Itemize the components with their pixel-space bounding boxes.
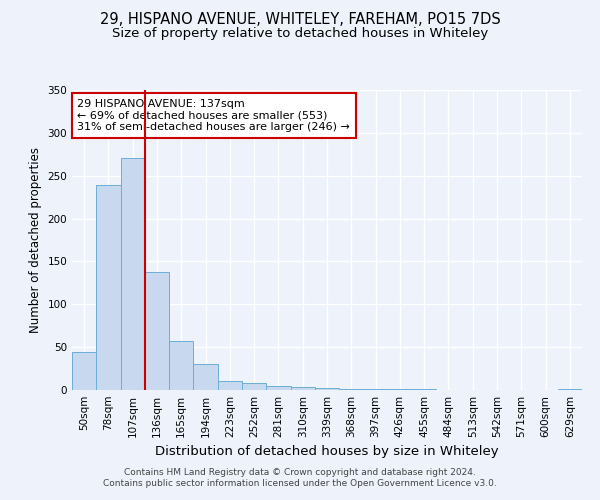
Bar <box>242 383 266 390</box>
Text: 29, HISPANO AVENUE, WHITELEY, FAREHAM, PO15 7DS: 29, HISPANO AVENUE, WHITELEY, FAREHAM, P… <box>100 12 500 28</box>
Bar <box>169 341 193 390</box>
Bar <box>558 389 582 390</box>
Bar <box>145 272 169 390</box>
Y-axis label: Number of detached properties: Number of detached properties <box>29 147 42 333</box>
Text: Size of property relative to detached houses in Whiteley: Size of property relative to detached ho… <box>112 28 488 40</box>
Bar <box>388 389 412 390</box>
Bar <box>96 185 121 390</box>
Bar <box>364 389 388 390</box>
Text: Contains HM Land Registry data © Crown copyright and database right 2024.
Contai: Contains HM Land Registry data © Crown c… <box>103 468 497 487</box>
Bar <box>290 388 315 390</box>
Bar <box>315 388 339 390</box>
Bar <box>412 389 436 390</box>
Bar <box>266 386 290 390</box>
X-axis label: Distribution of detached houses by size in Whiteley: Distribution of detached houses by size … <box>155 446 499 458</box>
Bar <box>193 364 218 390</box>
Bar <box>218 382 242 390</box>
Text: 29 HISPANO AVENUE: 137sqm
← 69% of detached houses are smaller (553)
31% of semi: 29 HISPANO AVENUE: 137sqm ← 69% of detac… <box>77 99 350 132</box>
Bar <box>72 352 96 390</box>
Bar <box>339 389 364 390</box>
Bar <box>121 158 145 390</box>
